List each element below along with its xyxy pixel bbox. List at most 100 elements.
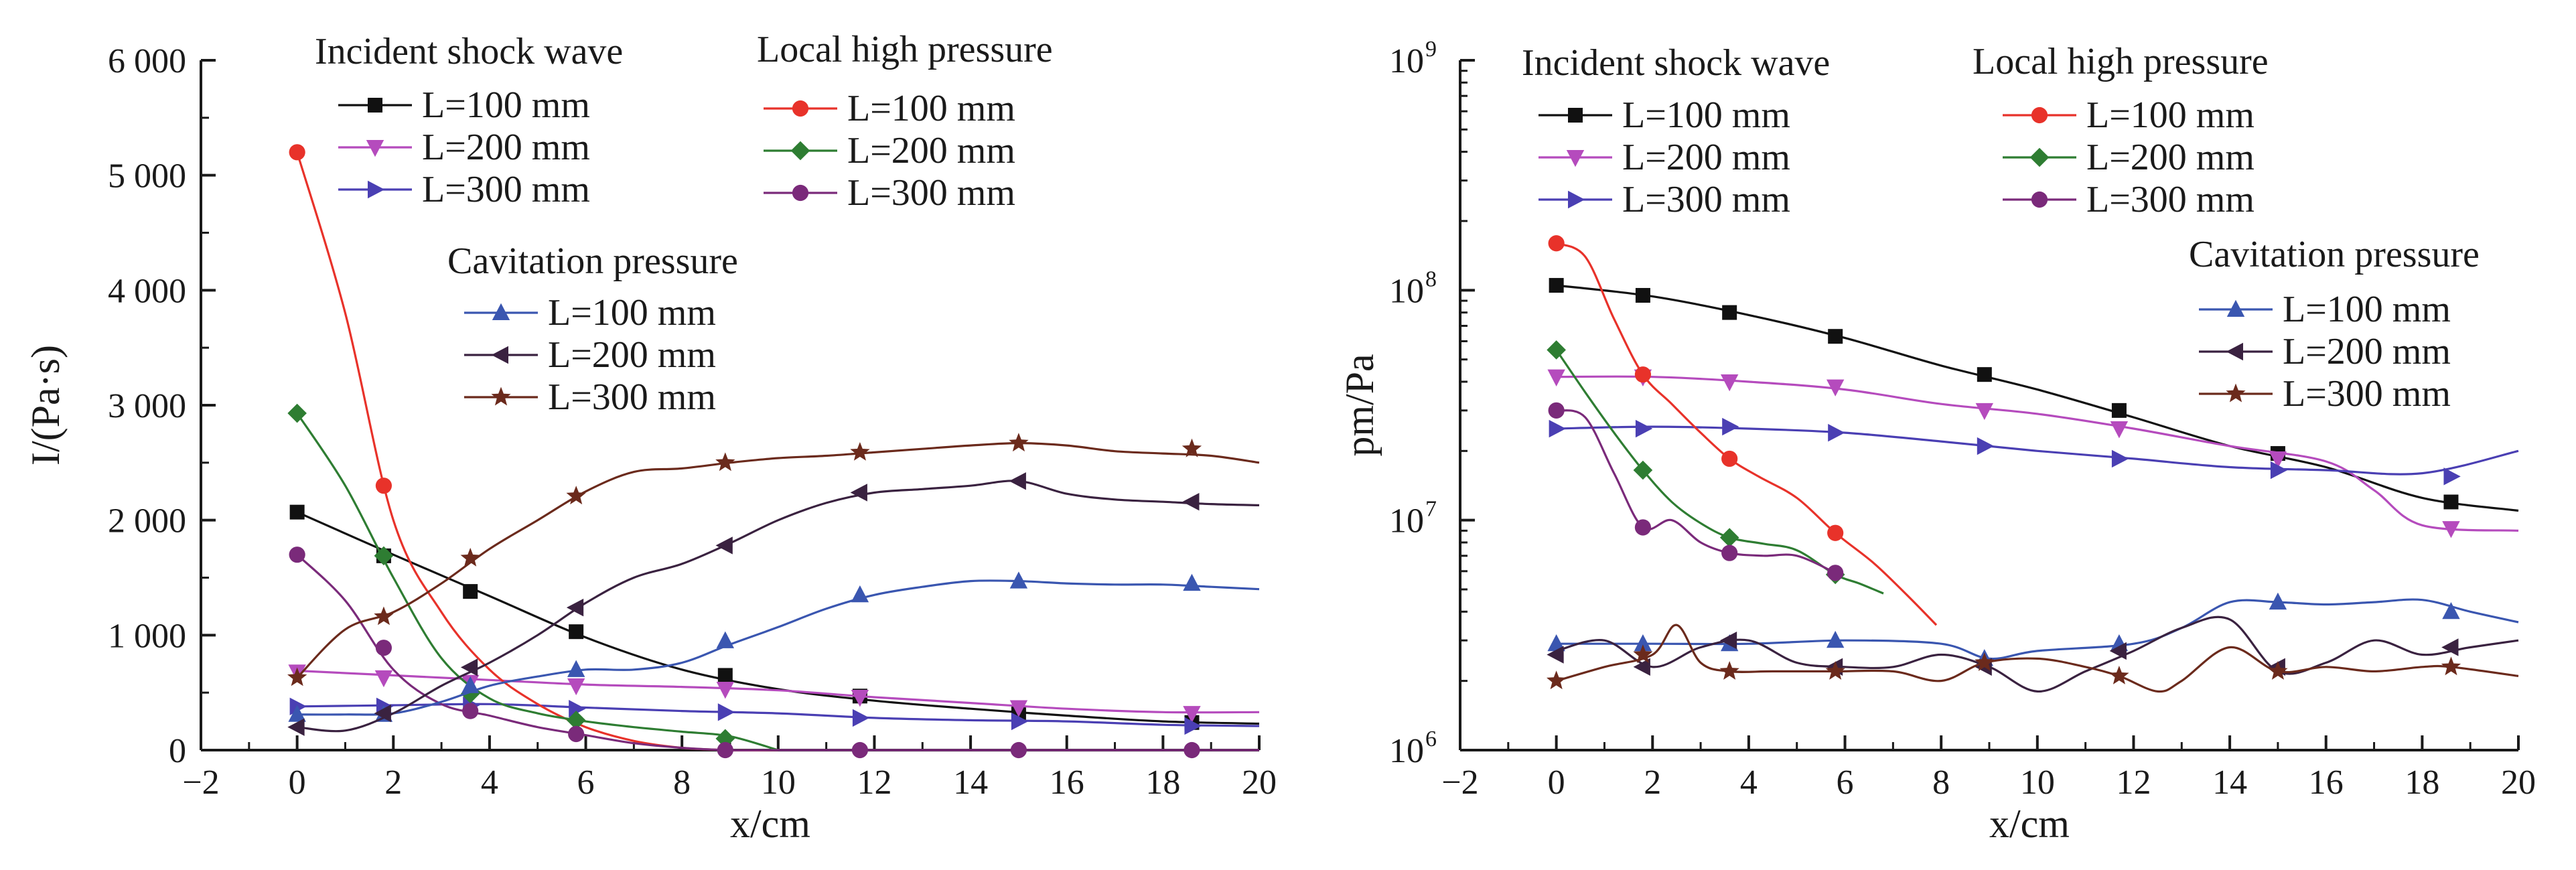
right-point-is_300 bbox=[1828, 423, 1845, 442]
left-series-line-lh_300 bbox=[296, 554, 1259, 751]
left-point-cp_300 bbox=[715, 452, 735, 472]
left-legend-entry-is_200: L=200 mm bbox=[338, 127, 590, 168]
left-point-cp_100 bbox=[567, 660, 585, 677]
right-legend-marker bbox=[1568, 108, 1583, 123]
left-point-cp_300 bbox=[374, 606, 394, 626]
right-x-tick-label: 10 bbox=[2020, 764, 2055, 802]
left-point-lh_100 bbox=[289, 144, 305, 161]
right-legend-label: L=200 mm bbox=[1622, 137, 1790, 178]
left-y-tick-label: 3 000 bbox=[108, 387, 186, 425]
right-point-lh_300 bbox=[1827, 565, 1844, 581]
right-point-is_100 bbox=[1722, 305, 1737, 320]
left-series-cp_200 bbox=[287, 472, 1260, 736]
left-x-tick-label: 20 bbox=[1242, 764, 1277, 802]
right-point-is_100 bbox=[1549, 278, 1564, 293]
left-x-tick-label: 8 bbox=[673, 764, 691, 802]
left-legend-marker bbox=[792, 184, 809, 202]
right-series-line-cp_200 bbox=[1556, 615, 2519, 693]
right-legend-label: L=200 mm bbox=[2283, 331, 2451, 372]
left-point-lh_200 bbox=[715, 729, 735, 749]
right-x-tick-label: 4 bbox=[1740, 764, 1758, 802]
left-legend-entry-is_100: L=100 mm bbox=[338, 84, 590, 126]
right-series-cp_200 bbox=[1547, 615, 2519, 693]
left-legend-marker bbox=[368, 98, 382, 113]
left-legend-marker bbox=[491, 386, 511, 406]
left-point-lh_300 bbox=[568, 725, 585, 743]
left-legend-label: L=100 mm bbox=[422, 84, 590, 126]
left-point-cp_300 bbox=[850, 442, 870, 461]
left-legend-entry-is_300: L=300 mm bbox=[338, 169, 590, 210]
right-legend: Incident shock wave Local high pressure … bbox=[1522, 41, 2480, 415]
left-point-cp_300 bbox=[1182, 438, 1202, 457]
right-point-lh_200 bbox=[1633, 460, 1653, 480]
left-y-axis-label: I/(Pa·s) bbox=[23, 345, 68, 465]
left-legend-label: L=300 mm bbox=[422, 169, 590, 210]
right-legend-entry-is_200: L=200 mm bbox=[1539, 137, 1790, 178]
right-point-is_200 bbox=[1720, 374, 1739, 392]
left-point-lh_200 bbox=[374, 546, 394, 566]
right-point-lh_100 bbox=[1634, 366, 1652, 383]
left-series-line-cp_200 bbox=[297, 480, 1260, 733]
left-point-is_300 bbox=[569, 700, 586, 718]
right-point-cp_300 bbox=[1719, 661, 1739, 680]
left-x-tick-label: 0 bbox=[289, 764, 306, 802]
right-legend-label: L=100 mm bbox=[2086, 94, 2255, 136]
right-point-is_100 bbox=[1635, 287, 1650, 303]
right-legend-entry-is_100: L=100 mm bbox=[1539, 94, 1790, 136]
right-legend-title-incident: Incident shock wave bbox=[1522, 42, 1830, 84]
right-legend-label: L=300 mm bbox=[2283, 373, 2451, 415]
left-legend-entry-cp_300: L=300 mm bbox=[464, 376, 716, 418]
right-series-cp_300 bbox=[1547, 624, 2519, 693]
right-point-is_300 bbox=[1635, 419, 1653, 438]
left-y-tick-label: 5 000 bbox=[108, 157, 186, 196]
left-legend-label: L=100 mm bbox=[548, 292, 716, 334]
right-point-cp_100 bbox=[1826, 630, 1845, 648]
left-point-is_200 bbox=[1183, 706, 1201, 723]
right-series-line-lh_100 bbox=[1555, 242, 1938, 626]
right-legend-marker bbox=[2226, 299, 2245, 317]
right-y-tick-label: 10 7 bbox=[1389, 497, 1437, 540]
left-point-is_300 bbox=[717, 703, 735, 721]
left-x-tick-label: 6 bbox=[577, 764, 595, 802]
left-legend: Incident shock wave Local high pressure … bbox=[315, 29, 1053, 418]
left-point-cp_300 bbox=[287, 667, 307, 686]
right-x-tick-label: −2 bbox=[1441, 764, 1478, 802]
right-point-cp_300 bbox=[2268, 661, 2288, 680]
right-point-cp_300 bbox=[1633, 644, 1653, 663]
right-point-lh_300 bbox=[1721, 545, 1738, 561]
right-series-line-is_200 bbox=[1556, 375, 2519, 532]
right-legend-entry-lh_200: L=200 mm bbox=[2003, 137, 2255, 178]
right-legend-entry-lh_300: L=300 mm bbox=[2003, 179, 2255, 220]
left-legend-label: L=200 mm bbox=[422, 127, 590, 168]
right-point-cp_300 bbox=[1825, 661, 1845, 680]
left-y-tick-label: 6 000 bbox=[108, 42, 186, 80]
left-x-tick-label: −2 bbox=[182, 764, 219, 802]
left-point-is_300 bbox=[1184, 717, 1202, 735]
left-point-cp_200 bbox=[715, 536, 733, 555]
left-legend-marker bbox=[790, 141, 810, 161]
right-point-cp_200 bbox=[1547, 646, 1564, 664]
right-series-line-cp_300 bbox=[1556, 624, 2519, 693]
right-y-tick-exponent: 6 bbox=[1425, 727, 1437, 751]
left-legend-entry-lh_100: L=100 mm bbox=[764, 88, 1015, 129]
right-legend-entry-cp_300: L=300 mm bbox=[2199, 373, 2451, 415]
left-legend-marker bbox=[492, 303, 510, 320]
right-x-tick-label: 18 bbox=[2405, 764, 2439, 802]
left-legend-marker bbox=[792, 100, 809, 117]
left-series-line-is_300 bbox=[297, 703, 1260, 727]
right-point-cp_300 bbox=[2109, 666, 2129, 684]
right-legend-marker bbox=[2226, 342, 2243, 361]
left-point-cp_200 bbox=[287, 718, 305, 736]
left-series-line-cp_300 bbox=[296, 441, 1260, 679]
right-legend-entry-is_300: L=300 mm bbox=[1539, 179, 1790, 220]
right-y-tick-base: 10 bbox=[1389, 42, 1424, 80]
left-series-line-cp_100 bbox=[297, 579, 1260, 716]
left-series-line-is_200 bbox=[297, 669, 1260, 714]
right-legend-entry-cp_100: L=100 mm bbox=[2199, 289, 2451, 330]
left-legend-entry-cp_100: L=100 mm bbox=[464, 292, 716, 334]
left-series-line-is_100 bbox=[296, 511, 1260, 725]
left-series-line-lh_200 bbox=[296, 413, 779, 751]
left-point-is_300 bbox=[289, 697, 307, 715]
right-y-tick-base: 10 bbox=[1389, 732, 1424, 770]
